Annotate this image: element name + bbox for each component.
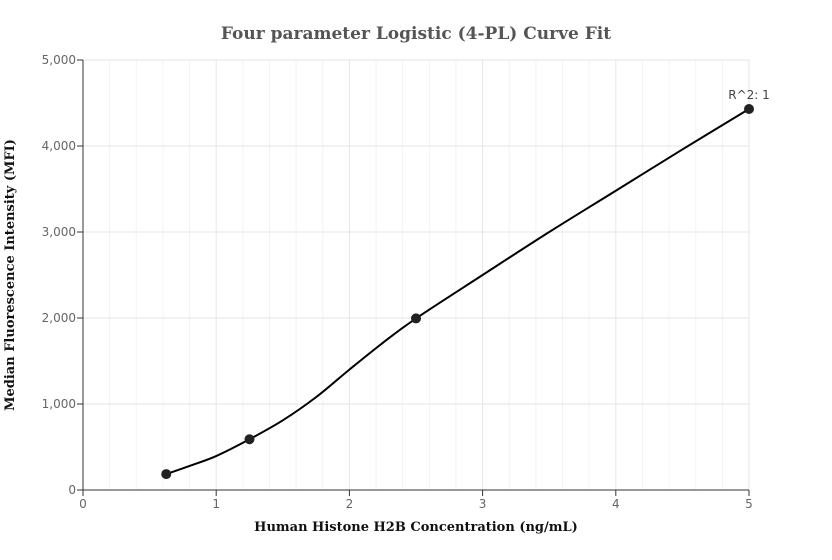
y-tick-label: 1,000 [42, 397, 76, 411]
y-tick-label: 0 [68, 483, 76, 497]
x-axis-title: Human Histone H2B Concentration (ng/mL) [254, 520, 578, 535]
x-tick-label: 0 [79, 497, 87, 511]
x-tick-label: 1 [212, 497, 220, 511]
data-point[interactable] [161, 469, 172, 480]
data-points [161, 104, 754, 480]
x-tick-label: 3 [479, 497, 487, 511]
x-tick-label: 4 [612, 497, 620, 511]
y-tick-label: 5,000 [42, 53, 76, 67]
x-tick-label: 5 [745, 497, 753, 511]
chart-title: Four parameter Logistic (4-PL) Curve Fit [221, 24, 611, 44]
fit-curve-line [165, 108, 750, 476]
data-point[interactable] [244, 434, 255, 445]
y-tick-label: 2,000 [42, 311, 76, 325]
x-tick-label: 2 [346, 497, 354, 511]
y-axis-title: Median Fluorescence Intensity (MFI) [3, 139, 18, 411]
y-tick-label: 3,000 [42, 225, 76, 239]
grid [83, 59, 750, 490]
x-axis: 0 1 2 3 4 5 [79, 490, 753, 511]
y-axis: 0 1,000 2,000 3,000 4,000 5,000 [42, 53, 83, 497]
data-point[interactable] [744, 104, 754, 115]
y-tick-label: 4,000 [42, 139, 76, 153]
data-point[interactable] [411, 313, 421, 324]
r-squared-label: R^2: 1 [728, 88, 770, 102]
